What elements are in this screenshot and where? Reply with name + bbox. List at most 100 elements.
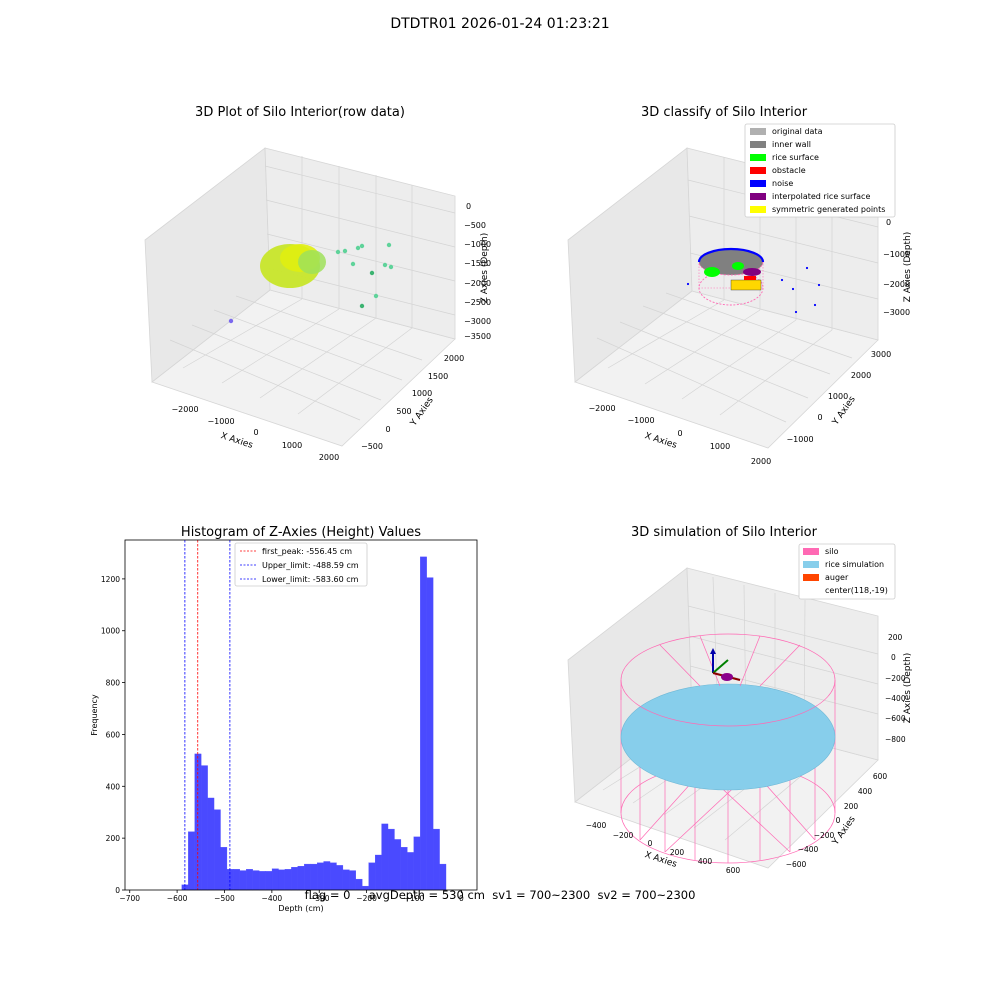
auger-head xyxy=(721,673,733,681)
z-tick-label: −1000 xyxy=(883,250,910,259)
rice-surface-patch xyxy=(732,262,744,270)
silo-wireframe xyxy=(620,690,836,864)
raw-point-cloud xyxy=(228,242,394,324)
legend-label: obstacle xyxy=(772,166,806,175)
z-tick-label: −1500 xyxy=(464,259,491,268)
y-tick-label: 0 xyxy=(836,816,841,825)
z-axis-label: Z Axies (Depth) xyxy=(480,233,490,304)
noise-point xyxy=(780,278,784,282)
raw-point xyxy=(359,303,365,309)
legend: first_peak: -556.45 cm Upper_limit: -488… xyxy=(234,542,368,587)
x-tick-label: 200 xyxy=(670,848,685,857)
histogram-bar xyxy=(374,854,382,891)
noise-point xyxy=(794,310,798,314)
z-tick-label: −1000 xyxy=(464,240,491,249)
raw-point xyxy=(382,262,388,268)
legend-label: original data xyxy=(772,127,823,136)
y-tick-label: −600 xyxy=(786,860,807,869)
x-tick-label: 0 xyxy=(677,429,682,438)
histogram-bar xyxy=(233,869,240,891)
y-tick-label: 2000 xyxy=(444,354,464,363)
x-tick-label: 0 xyxy=(648,839,653,848)
histogram-bar xyxy=(342,869,350,891)
z-tick-label: −600 xyxy=(885,714,906,723)
raw-point xyxy=(350,261,356,267)
y-tick-label: 0 xyxy=(817,413,822,422)
z-tick-label: −2000 xyxy=(464,279,491,288)
z-tick-label: −2000 xyxy=(883,280,910,289)
histogram-bar xyxy=(194,753,202,891)
pane-left xyxy=(567,567,693,803)
legend-label: symmetric generated points xyxy=(772,205,885,214)
raw-point xyxy=(359,243,365,249)
raw-point-cluster-edge xyxy=(298,250,326,274)
histogram-bar xyxy=(336,865,344,891)
pane-floor xyxy=(151,289,456,447)
histogram-bar xyxy=(407,852,414,891)
legend-frame xyxy=(744,123,896,218)
noise-point xyxy=(805,266,809,270)
raw-point xyxy=(388,264,394,270)
y-tick-label: 1000 xyxy=(828,392,848,401)
legend-frame xyxy=(798,543,896,600)
x-tick-label: 400 xyxy=(698,857,713,866)
z-tick-label: −200 xyxy=(885,674,906,683)
legend-label: Lower_limit: -583.60 cm xyxy=(262,575,359,584)
silo-roof-line xyxy=(659,644,701,687)
pane-left xyxy=(144,147,271,383)
legend-label: rice simulation xyxy=(825,560,884,569)
axis-arrow-z-head xyxy=(710,648,716,654)
legend-swatch xyxy=(803,561,819,568)
legend-swatch xyxy=(803,548,819,555)
y-axis-label: Y Axies xyxy=(408,395,436,428)
z-tick-label: −3500 xyxy=(464,332,491,341)
obstacle-points xyxy=(744,276,756,280)
raw-point xyxy=(373,293,379,299)
histogram-bar xyxy=(246,869,253,891)
tick-labels: −2000 −1000 0 1000 2000 −1000 0 1000 200… xyxy=(588,218,910,466)
legend-label: first_peak: -556.45 cm xyxy=(262,547,352,556)
inner-wall-cylinder-bottom xyxy=(698,270,764,306)
x-tick-label: −400 xyxy=(586,821,607,830)
y-axis-label: Frequency xyxy=(90,694,99,736)
histogram-bar xyxy=(207,797,215,891)
legend-swatch xyxy=(750,206,766,213)
raw-point xyxy=(369,270,375,276)
legend-swatch xyxy=(803,574,819,581)
chart-title: 3D classify of Silo Interior xyxy=(641,105,808,120)
legend-label: noise xyxy=(772,179,793,188)
pane-right xyxy=(686,567,879,761)
inner-wall-cylinder-top xyxy=(698,248,764,276)
status-line: flag = 0 avgDepth = 530 cm sv1 = 700~230… xyxy=(304,888,696,902)
histogram-bar xyxy=(213,809,221,891)
pane-right xyxy=(264,147,456,340)
x-tick-label: −1000 xyxy=(627,416,654,425)
figure-title: DTDTR01 2026-01-24 01:23:21 xyxy=(390,16,610,32)
histogram-bar xyxy=(284,869,292,891)
histogram-bar xyxy=(304,863,311,891)
axis-arrow-x xyxy=(712,672,741,681)
histogram-bar xyxy=(323,861,331,891)
plot-frame xyxy=(124,539,478,891)
tick-labels: −400 −200 0 200 400 600 −600 −400 −200 0… xyxy=(586,633,906,875)
silo-brace xyxy=(664,734,791,853)
histogram-bar xyxy=(394,839,402,891)
histogram-bar xyxy=(432,828,440,891)
silo-brace xyxy=(727,741,816,841)
noise-point xyxy=(817,283,821,287)
y-axis-label: Y Axies xyxy=(830,814,858,847)
y-tick-label: 1200 xyxy=(101,575,120,584)
x-tick-label: 600 xyxy=(726,866,741,875)
histogram-bar xyxy=(420,556,427,891)
z-tick-label: 200 xyxy=(888,633,903,642)
silo-top-wireframe xyxy=(620,633,836,727)
histogram-bar xyxy=(426,577,434,891)
z-tick-label: −400 xyxy=(885,694,906,703)
silo-roof-line xyxy=(759,644,801,687)
raw-point xyxy=(386,242,392,248)
x-tick-label: −1000 xyxy=(207,417,234,426)
raw-point-cluster xyxy=(260,244,320,288)
legend-swatch xyxy=(750,167,766,174)
